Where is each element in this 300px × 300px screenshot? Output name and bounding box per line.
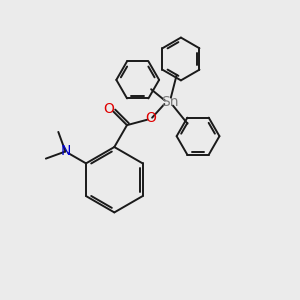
Text: Sn: Sn (160, 95, 178, 109)
Text: O: O (146, 111, 156, 125)
Text: O: O (103, 101, 114, 116)
Text: N: N (60, 145, 70, 158)
